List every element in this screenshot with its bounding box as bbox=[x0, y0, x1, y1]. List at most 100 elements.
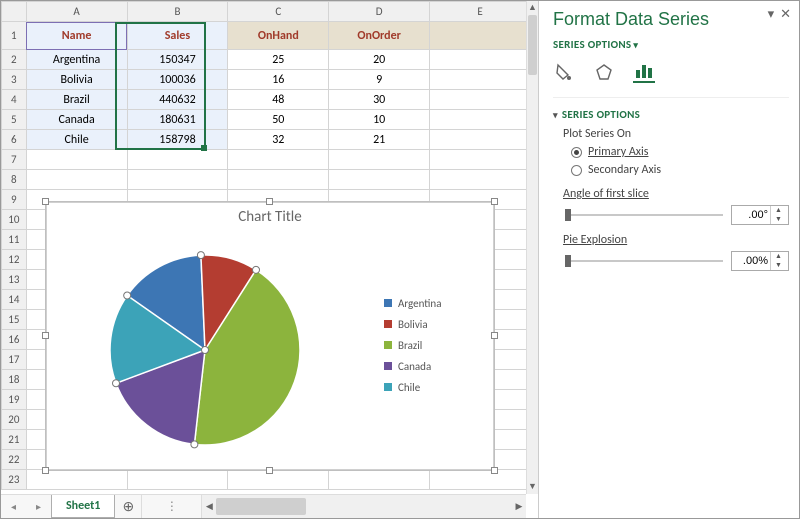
row-header[interactable]: 6 bbox=[2, 130, 27, 150]
row-header[interactable]: 9 bbox=[2, 190, 27, 210]
row-header[interactable]: 5 bbox=[2, 110, 27, 130]
scroll-thumb[interactable] bbox=[216, 498, 306, 515]
cell[interactable] bbox=[430, 70, 526, 90]
cell[interactable]: 21 bbox=[329, 130, 430, 150]
series-selection-handle[interactable] bbox=[113, 380, 120, 387]
resize-handle[interactable] bbox=[266, 467, 273, 474]
col-header[interactable]: C bbox=[228, 2, 329, 22]
cell[interactable]: 158798 bbox=[127, 130, 228, 150]
row-header[interactable]: 13 bbox=[2, 270, 27, 290]
explosion-input[interactable] bbox=[732, 254, 770, 268]
legend-item[interactable]: Chile bbox=[384, 381, 494, 394]
tab-split-handle[interactable]: ⋮ bbox=[141, 495, 201, 518]
cell[interactable]: Sales bbox=[127, 22, 228, 50]
chart-legend[interactable]: ArgentinaBoliviaBrazilCanadaChile bbox=[384, 226, 494, 464]
primary-axis-radio[interactable]: Primary Axis bbox=[571, 145, 789, 159]
fill-line-icon[interactable] bbox=[553, 61, 575, 83]
cell[interactable]: 20 bbox=[329, 50, 430, 70]
select-all-corner[interactable] bbox=[2, 2, 27, 22]
row-header[interactable]: 19 bbox=[2, 390, 27, 410]
row-header[interactable]: 18 bbox=[2, 370, 27, 390]
embedded-chart[interactable]: Chart Title ArgentinaBoliviaBrazilCanada… bbox=[45, 201, 495, 471]
cell[interactable] bbox=[430, 22, 526, 50]
legend-item[interactable]: Bolivia bbox=[384, 318, 494, 331]
row-header[interactable]: 15 bbox=[2, 310, 27, 330]
cell[interactable]: 10 bbox=[329, 110, 430, 130]
row-header[interactable]: 20 bbox=[2, 410, 27, 430]
col-header[interactable]: E bbox=[430, 2, 526, 22]
cell[interactable]: Argentina bbox=[26, 50, 127, 70]
cell[interactable]: 100036 bbox=[127, 70, 228, 90]
pane-subtitle[interactable]: SERIES OPTIONS▾ bbox=[553, 38, 789, 51]
resize-handle[interactable] bbox=[491, 332, 498, 339]
row-header[interactable]: 21 bbox=[2, 430, 27, 450]
horizontal-scrollbar[interactable]: ◀ ▶ bbox=[201, 495, 526, 518]
pie-chart[interactable] bbox=[85, 230, 345, 460]
cell[interactable] bbox=[430, 130, 526, 150]
series-selection-handle[interactable] bbox=[124, 292, 131, 299]
spin-down[interactable]: ▼ bbox=[771, 215, 786, 224]
cell[interactable]: 150347 bbox=[127, 50, 228, 70]
resize-handle[interactable] bbox=[491, 198, 498, 205]
tab-nav[interactable]: ◂▸ bbox=[1, 495, 51, 518]
cell[interactable]: Name bbox=[26, 22, 127, 50]
cell[interactable]: 50 bbox=[228, 110, 329, 130]
col-header[interactable]: A bbox=[26, 2, 127, 22]
legend-item[interactable]: Canada bbox=[384, 360, 494, 373]
explosion-spinner[interactable]: ▲▼ bbox=[731, 251, 789, 271]
resize-handle[interactable] bbox=[42, 332, 49, 339]
cell[interactable]: 48 bbox=[228, 90, 329, 110]
add-sheet-button[interactable]: ⊕ bbox=[115, 495, 141, 518]
section-header[interactable]: SERIES OPTIONS bbox=[553, 108, 789, 121]
row-header[interactable]: 4 bbox=[2, 90, 27, 110]
cell[interactable]: Bolivia bbox=[26, 70, 127, 90]
cell[interactable]: 25 bbox=[228, 50, 329, 70]
row-header[interactable]: 3 bbox=[2, 70, 27, 90]
chart-title[interactable]: Chart Title bbox=[46, 202, 494, 226]
pane-options-icon[interactable]: ▾ bbox=[768, 7, 775, 22]
col-header[interactable]: D bbox=[329, 2, 430, 22]
scroll-down-arrow[interactable]: ▼ bbox=[527, 480, 538, 494]
row-header[interactable]: 14 bbox=[2, 290, 27, 310]
resize-handle[interactable] bbox=[491, 467, 498, 474]
cell[interactable]: Canada bbox=[26, 110, 127, 130]
effects-icon[interactable] bbox=[593, 61, 615, 83]
resize-handle[interactable] bbox=[42, 198, 49, 205]
explosion-slider[interactable] bbox=[565, 254, 723, 268]
cell[interactable]: 16 bbox=[228, 70, 329, 90]
spin-down[interactable]: ▼ bbox=[771, 261, 786, 270]
row-header[interactable]: 12 bbox=[2, 250, 27, 270]
row-header[interactable]: 2 bbox=[2, 50, 27, 70]
scroll-left-arrow[interactable]: ◀ bbox=[202, 495, 216, 518]
row-header[interactable]: 22 bbox=[2, 450, 27, 470]
legend-item[interactable]: Brazil bbox=[384, 339, 494, 352]
row-header[interactable]: 7 bbox=[2, 150, 27, 170]
row-header[interactable]: 17 bbox=[2, 350, 27, 370]
angle-slider[interactable] bbox=[565, 208, 723, 222]
cell[interactable]: 32 bbox=[228, 130, 329, 150]
series-selection-handle[interactable] bbox=[202, 347, 209, 354]
row-header[interactable]: 16 bbox=[2, 330, 27, 350]
cell[interactable] bbox=[430, 50, 526, 70]
cell[interactable]: 30 bbox=[329, 90, 430, 110]
row-header[interactable]: 8 bbox=[2, 170, 27, 190]
cell[interactable]: OnOrder bbox=[329, 22, 430, 50]
col-header[interactable]: B bbox=[127, 2, 228, 22]
cell[interactable]: 180631 bbox=[127, 110, 228, 130]
cell[interactable]: 440632 bbox=[127, 90, 228, 110]
series-selection-handle[interactable] bbox=[253, 266, 260, 273]
vertical-scrollbar[interactable]: ▲ ▼ bbox=[526, 1, 538, 494]
series-options-icon[interactable] bbox=[633, 61, 655, 83]
range-fill-handle[interactable] bbox=[201, 145, 207, 151]
cell[interactable]: Brazil bbox=[26, 90, 127, 110]
cell[interactable]: 9 bbox=[329, 70, 430, 90]
cell[interactable] bbox=[430, 110, 526, 130]
row-header[interactable]: 10 bbox=[2, 210, 27, 230]
row-header[interactable]: 11 bbox=[2, 230, 27, 250]
scroll-right-arrow[interactable]: ▶ bbox=[512, 495, 526, 518]
cell[interactable] bbox=[430, 90, 526, 110]
resize-handle[interactable] bbox=[42, 467, 49, 474]
secondary-axis-radio[interactable]: Secondary Axis bbox=[571, 163, 789, 177]
resize-handle[interactable] bbox=[266, 198, 273, 205]
row-header[interactable]: 23 bbox=[2, 470, 27, 490]
